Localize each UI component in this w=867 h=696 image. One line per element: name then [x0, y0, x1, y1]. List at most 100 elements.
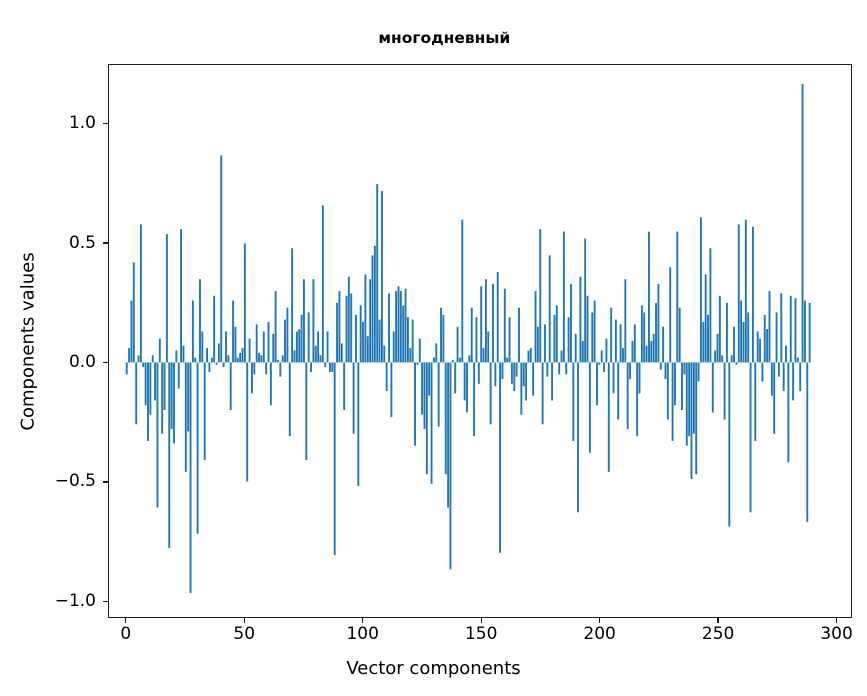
bar [319, 355, 322, 363]
bar [321, 205, 324, 363]
bar [548, 255, 551, 363]
bar [683, 362, 686, 375]
bar [626, 362, 629, 430]
bar [636, 362, 639, 437]
bar [610, 307, 613, 363]
bar [688, 362, 691, 437]
bar [787, 362, 790, 463]
x-axis-tick-label: 150 [464, 624, 498, 644]
bar [477, 362, 480, 384]
bar [747, 312, 750, 363]
bar [529, 348, 532, 363]
bar [740, 300, 743, 363]
bar [187, 362, 190, 432]
bar [803, 300, 806, 363]
bar [468, 355, 471, 363]
bar [428, 362, 431, 396]
bar [461, 219, 464, 363]
x-axis-tick-mark [835, 618, 838, 623]
bar [336, 302, 338, 363]
bar [451, 360, 454, 363]
bar [591, 312, 594, 363]
bar [182, 345, 185, 363]
bar [496, 272, 499, 363]
bar [267, 321, 270, 363]
bar [380, 191, 383, 363]
bar [158, 338, 161, 363]
bar [274, 291, 277, 363]
bar [629, 362, 632, 380]
bar [581, 341, 584, 363]
bar [674, 362, 676, 406]
bar [210, 357, 213, 363]
bar [761, 362, 764, 382]
bar [801, 84, 804, 363]
bar [704, 274, 707, 363]
bar [281, 355, 284, 363]
bar [194, 357, 197, 363]
bar [714, 350, 717, 363]
bar [527, 350, 530, 363]
bar [395, 291, 398, 363]
bar [175, 350, 178, 363]
bar [388, 293, 390, 363]
bar [678, 307, 681, 363]
bar [449, 362, 452, 570]
y-axis-tick-label: −1.0 [54, 590, 96, 611]
bar [135, 362, 138, 425]
bar [409, 348, 412, 363]
bar [657, 283, 660, 363]
y-axis-tick-label: 0.0 [68, 351, 96, 372]
bar [777, 362, 780, 377]
bar [425, 362, 428, 475]
bar [633, 324, 636, 363]
bar [499, 362, 502, 553]
bar [362, 321, 364, 363]
bar [508, 317, 511, 363]
bar [262, 331, 265, 363]
x-axis-tick-label: 300 [820, 624, 853, 644]
bar [130, 300, 133, 363]
bar [229, 362, 232, 410]
bar [766, 329, 769, 363]
bar [567, 317, 570, 363]
bar [551, 362, 554, 401]
bar [369, 279, 372, 363]
bar [808, 302, 811, 363]
bar [241, 348, 244, 363]
bar [246, 362, 249, 482]
bar [255, 324, 258, 363]
x-axis-tick-mark [125, 618, 127, 623]
bar [307, 312, 310, 363]
bar [622, 348, 624, 363]
bar [534, 291, 537, 363]
bar [525, 362, 528, 401]
bar [570, 283, 572, 363]
bar [293, 350, 296, 363]
bar [173, 362, 175, 444]
bar [269, 362, 272, 406]
bar [458, 357, 461, 363]
bar [132, 262, 135, 363]
bar [600, 350, 603, 363]
bar [607, 362, 610, 472]
bar [383, 345, 386, 363]
bar [770, 362, 773, 396]
bar [751, 226, 754, 363]
bar [560, 350, 563, 363]
bar [735, 362, 738, 365]
bar [695, 362, 698, 475]
bar [586, 295, 589, 363]
bar [300, 314, 303, 363]
bar [156, 362, 159, 508]
bar [692, 362, 695, 434]
bar [484, 279, 487, 363]
bar [142, 362, 145, 368]
bar [442, 314, 445, 363]
bar [279, 362, 282, 377]
bar [284, 319, 286, 363]
bar [163, 362, 166, 410]
bar [144, 362, 147, 406]
bar [645, 345, 648, 363]
bar [390, 362, 393, 418]
